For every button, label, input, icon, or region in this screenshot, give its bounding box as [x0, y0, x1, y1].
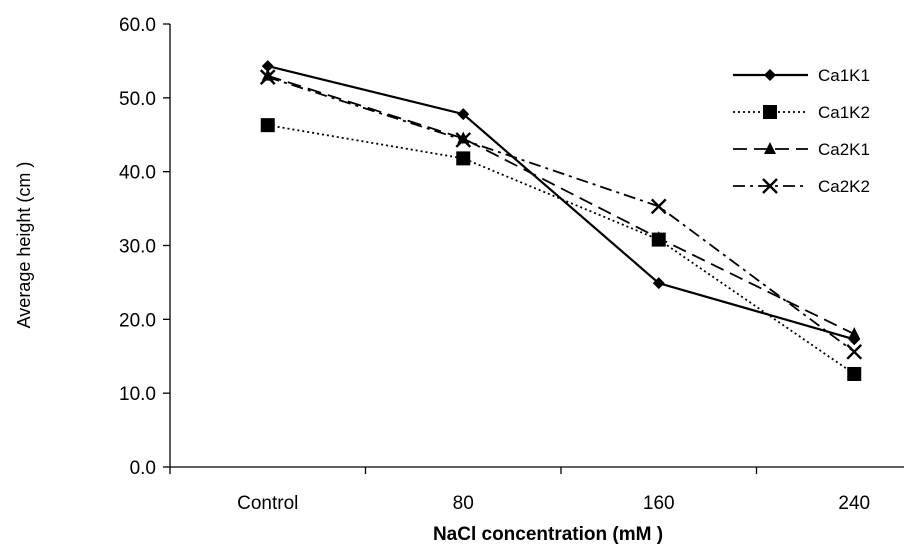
y-tick-label: 40.0 [119, 163, 156, 184]
series-line [267, 76, 855, 353]
axes [163, 23, 904, 474]
series-Ca1K1 [261, 60, 861, 346]
data-point [261, 60, 274, 73]
x-tick-label: 160 [643, 493, 675, 514]
data-point [650, 198, 667, 215]
tick-labels: 0.0 10.0 20.0 30.0 40.0 50.0 60.0 Control 80 160 2… [119, 15, 870, 514]
series-line [267, 65, 855, 341]
x-tick-label: Control [237, 493, 298, 514]
data-point [455, 132, 472, 148]
data-point [260, 118, 275, 133]
legend-marker [763, 105, 777, 119]
x-tick-label: 240 [838, 493, 870, 514]
series-layer [259, 60, 863, 381]
data-point [259, 69, 276, 86]
data-point [848, 327, 861, 340]
data-point [652, 277, 665, 290]
legend-item: Ca2K2 [733, 177, 870, 196]
legend-label: Ca1K1 [818, 66, 870, 85]
series-Ca2K2 [259, 69, 863, 360]
y-tick-label: 0.0 [130, 458, 156, 479]
y-axis-title: Average height (cm ) [14, 162, 34, 329]
data-point [456, 151, 471, 166]
y-tick-label: 30.0 [119, 237, 156, 258]
x-marker-stroke [259, 69, 276, 86]
y-tick-label: 10.0 [119, 384, 156, 405]
series-Ca1K2 [260, 118, 862, 381]
legend-marker [762, 178, 778, 194]
legend-item: Ca1K2 [733, 103, 870, 122]
legend-label: Ca2K2 [818, 177, 870, 196]
legend-marker [764, 142, 776, 154]
y-tick-label: 50.0 [119, 89, 156, 110]
data-point [847, 366, 862, 381]
y-tick-label: 20.0 [119, 310, 156, 331]
legend-label: Ca1K2 [818, 103, 870, 122]
legend-marker [764, 69, 776, 81]
legend-item: Ca2K1 [733, 140, 870, 159]
x-tick-label: 80 [453, 493, 474, 514]
y-tick-label: 60.0 [119, 15, 156, 36]
x-marker-stroke [762, 178, 778, 194]
data-point [846, 343, 863, 360]
x-axis-title: NaCl concentration (mM ) [433, 524, 663, 545]
data-point [457, 108, 470, 121]
data-point [652, 231, 665, 244]
legend-label: Ca2K1 [818, 140, 870, 159]
x-marker-stroke [846, 343, 863, 360]
series-line [267, 74, 855, 335]
legend-item: Ca1K1 [733, 66, 870, 85]
x-marker-stroke [650, 198, 667, 215]
x-marker-stroke [455, 132, 472, 148]
series-line [267, 124, 855, 375]
legend: Ca1K1 Ca1K2 Ca2K1 Ca2K2 [733, 66, 870, 196]
